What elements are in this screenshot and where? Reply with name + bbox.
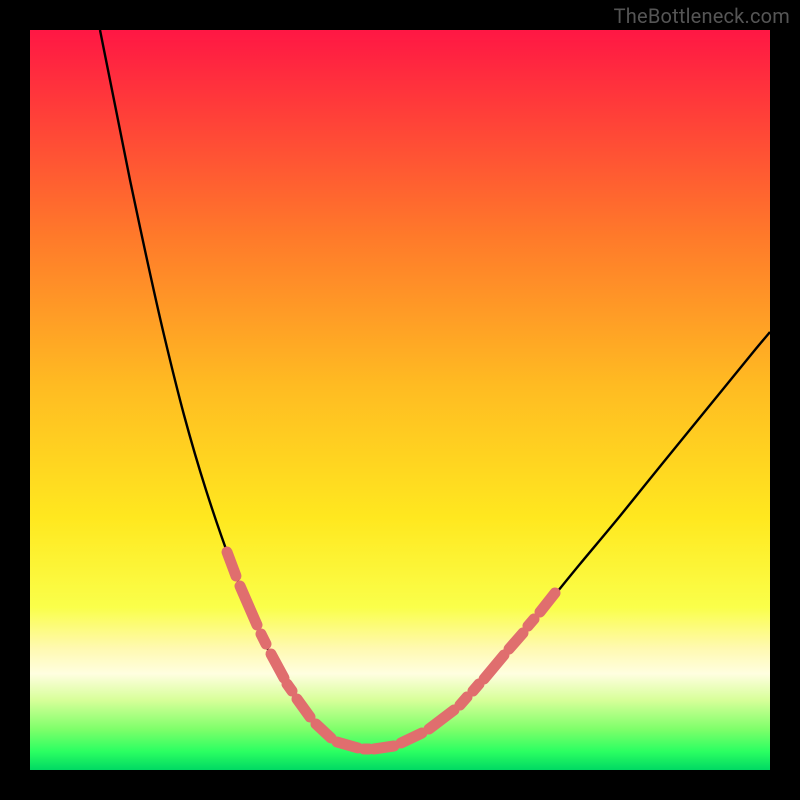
left-branch-dashes	[227, 552, 331, 738]
dash-segment	[540, 593, 555, 612]
dash-segment	[271, 654, 284, 678]
dash-segment	[227, 552, 236, 576]
dash-segment	[316, 724, 331, 738]
dash-segment	[460, 697, 467, 705]
dash-segment	[473, 684, 479, 691]
dash-segment	[240, 586, 257, 625]
dash-segment	[509, 633, 523, 649]
dash-segment	[261, 634, 266, 644]
chart-plot-area	[30, 30, 770, 770]
dash-segment	[287, 684, 292, 691]
watermark-text: TheBottleneck.com	[614, 4, 790, 28]
dash-segment	[337, 742, 358, 748]
dash-segment	[297, 699, 310, 717]
dash-segment	[401, 733, 422, 743]
outer-frame: TheBottleneck.com	[0, 0, 800, 800]
right-branch-dashes	[401, 593, 555, 743]
bottom-dashes	[337, 742, 394, 749]
chart-svg	[30, 30, 770, 770]
dash-segment	[429, 710, 454, 729]
dash-segment	[484, 655, 504, 679]
dash-segment	[374, 746, 394, 749]
v-curve-line	[100, 30, 770, 749]
dash-segment	[528, 619, 534, 626]
